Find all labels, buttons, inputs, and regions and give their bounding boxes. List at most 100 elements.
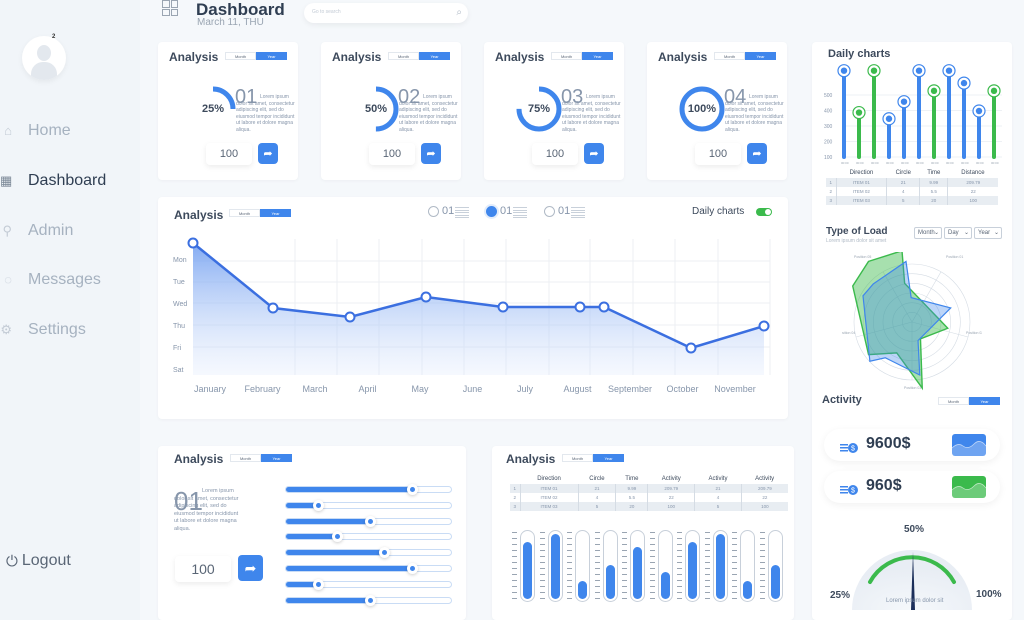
kpi-description: Lorem ipsum dolor sit amet, consectetur … (562, 94, 621, 133)
table-row[interactable]: 1 ITEM 01 21 9.99 209.79 21 209.79 (510, 484, 788, 493)
table-row[interactable]: 3 ITEM 03 5 20 100 (826, 196, 998, 205)
svg-text:00:00: 00:00 (886, 161, 894, 165)
level-gauge (520, 530, 535, 602)
month-tab[interactable]: Month (225, 52, 256, 60)
radio-button[interactable] (428, 206, 439, 217)
range-slider[interactable] (285, 594, 452, 606)
search-icon[interactable]: ⌕ (456, 7, 462, 18)
kpi-value[interactable]: 100 (369, 143, 415, 165)
table-row[interactable]: 2 ITEM 02 4 5.5 22 4 22 (510, 493, 788, 502)
range-slider[interactable] (285, 531, 452, 543)
share-button[interactable]: ➦ (421, 143, 441, 164)
year-tab[interactable]: Year (969, 397, 1000, 405)
table-cell: 209.79 (947, 178, 998, 187)
year-tab[interactable]: Year (260, 209, 291, 217)
period-toggle: Month Year (388, 52, 450, 60)
activity-value: 9600$ (866, 435, 911, 452)
search-placeholder: Go to search (312, 9, 341, 15)
legend-option[interactable]: 01 (544, 205, 586, 220)
gear-icon: ⚙ (0, 322, 12, 337)
year-tab[interactable]: Year (256, 52, 287, 60)
svg-text:300: 300 (824, 124, 833, 130)
sidebar-item-home[interactable]: ⌂ Home (0, 122, 71, 140)
y-axis-tick: Wed (173, 301, 188, 308)
month-tab[interactable]: Month (230, 454, 261, 462)
range-slider[interactable] (285, 484, 452, 495)
main-area: Dashboard March 11, THU Go to search ⌕ A… (140, 0, 1024, 620)
period-select[interactable]: Year ⌄ (974, 227, 1002, 239)
svg-text:00:00: 00:00 (961, 161, 969, 165)
radio-button[interactable] (544, 206, 555, 217)
right-column-card: Daily charts 100 200 300 400 500 00:00 00:00 00… (812, 42, 1012, 620)
svg-text:100: 100 (824, 155, 833, 161)
table-row[interactable]: 2 ITEM 02 4 5.5 22 (826, 187, 998, 196)
range-slider[interactable] (285, 547, 452, 559)
share-button[interactable]: ➦ (238, 555, 263, 581)
range-slider[interactable] (285, 515, 452, 527)
slider-thumb[interactable] (313, 499, 325, 511)
gauge-left-label: 25% (830, 590, 851, 601)
year-tab[interactable]: Year (419, 52, 450, 60)
range-slider[interactable] (285, 563, 452, 574)
slider-thumb[interactable] (406, 484, 418, 495)
scale-ticks (677, 532, 682, 604)
period-select[interactable]: Day ⌄ (944, 227, 972, 239)
slider-fill (286, 487, 413, 492)
share-button[interactable]: ➦ (258, 143, 278, 164)
range-slider[interactable] (285, 578, 452, 590)
share-button[interactable]: ➦ (584, 143, 604, 164)
slider-fill (286, 534, 338, 540)
activity-item[interactable]: $960$ (824, 471, 1000, 503)
sidebar-item-admin[interactable]: ⚲ Admin (0, 222, 73, 240)
slider-card-value[interactable]: 100 (175, 556, 231, 582)
period-select[interactable]: Month ⌄ (914, 227, 942, 239)
svg-text:500: 500 (824, 93, 833, 99)
slider-thumb[interactable] (331, 531, 343, 543)
kpi-value[interactable]: 100 (532, 143, 578, 165)
activity-value: 960$ (866, 477, 902, 494)
table-row[interactable]: 3 ITEM 03 5 20 100 5 100 (510, 502, 788, 511)
year-tab[interactable]: Year (745, 52, 776, 60)
daily-charts-toggle[interactable] (756, 208, 772, 216)
kpi-percent: 25% (201, 103, 225, 115)
slider-thumb[interactable] (365, 594, 377, 606)
sidebar-item-messages[interactable]: ◌ Messages (0, 271, 101, 289)
sidebar-item-label: Admin (28, 222, 74, 239)
range-slider[interactable] (285, 499, 452, 511)
year-tab[interactable]: Year (261, 454, 292, 462)
slider-thumb[interactable] (378, 547, 390, 559)
sidebar-item-settings[interactable]: ⚙ Settings (0, 321, 85, 339)
table-cell: 5.5 (615, 493, 648, 502)
table-cell: ITEM 02 (519, 493, 579, 502)
kpi-value[interactable]: 100 (695, 143, 741, 165)
table-cell: ITEM 01 (835, 178, 887, 187)
search-input[interactable]: Go to search ⌕ (304, 3, 468, 23)
activity-item[interactable]: $9600$ (824, 429, 1000, 461)
sidebar-item-dashboard[interactable]: ▦ Dashboard (0, 172, 106, 190)
avatar[interactable] (22, 36, 66, 80)
slider-thumb[interactable] (406, 563, 418, 574)
select-value: Month (918, 230, 935, 236)
table-row[interactable]: 1 ITEM 01 21 9.99 209.79 (826, 178, 998, 187)
daily-bar-chart: 100 200 300 400 500 00:00 00:00 00:00 00:00 00:00… (824, 64, 1002, 165)
radio-button[interactable] (486, 206, 497, 217)
year-tab[interactable]: Year (593, 454, 624, 462)
year-tab[interactable]: Year (582, 52, 613, 60)
logout-button[interactable]: ⏻ Logout (6, 552, 71, 570)
share-arrow-icon: ➦ (752, 148, 762, 160)
month-tab[interactable]: Month (562, 454, 593, 462)
kpi-value[interactable]: 100 (206, 143, 252, 165)
month-tab[interactable]: Month (388, 52, 419, 60)
month-tab[interactable]: Month (551, 52, 582, 60)
month-tab[interactable]: Month (938, 397, 969, 405)
slider-fill (286, 550, 385, 556)
table-cell: 22 (947, 187, 998, 196)
share-button[interactable]: ➦ (747, 143, 767, 164)
month-tab[interactable]: Month (714, 52, 745, 60)
month-tab[interactable]: Month (229, 209, 260, 217)
slider-thumb[interactable] (365, 515, 377, 527)
legend-option[interactable]: 01 (486, 205, 528, 220)
slider-thumb[interactable] (313, 578, 325, 590)
svg-text:200: 200 (824, 140, 833, 146)
legend-option[interactable]: 01 (428, 205, 470, 220)
